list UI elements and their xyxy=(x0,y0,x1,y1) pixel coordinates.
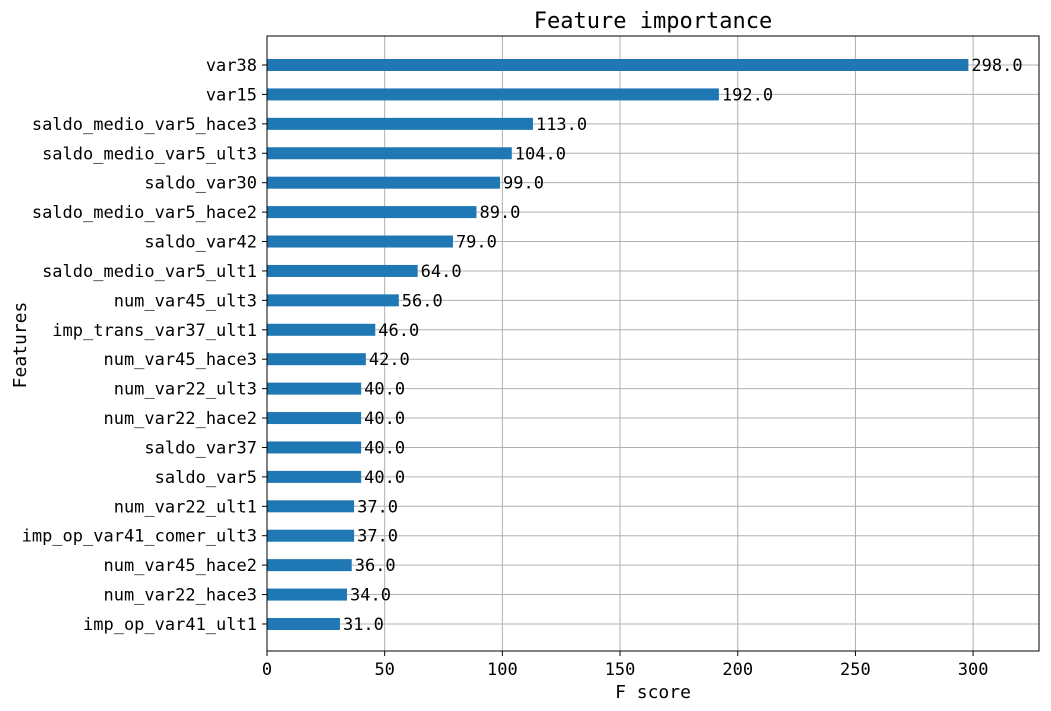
y-tick-label: saldo_var30 xyxy=(144,174,257,194)
y-tick-label: num_var45_hace2 xyxy=(103,556,257,576)
bar-value-label: 89.0 xyxy=(479,203,520,223)
y-tick-label: imp_trans_var37_ult1 xyxy=(52,321,257,341)
y-tick-label: num_var22_hace3 xyxy=(103,586,257,606)
y-axis-ticks: var38 var15 saldo_medio_var5_hace3 saldo_me… xyxy=(22,56,267,635)
bar-value-label: 40.0 xyxy=(364,380,405,400)
bar-value-label: 36.0 xyxy=(355,556,396,576)
bar xyxy=(267,412,362,425)
bar xyxy=(267,264,418,277)
y-tick-label: saldo_medio_var5_ult3 xyxy=(42,144,257,164)
bar xyxy=(267,117,533,130)
bar xyxy=(267,382,362,395)
bar xyxy=(267,206,477,219)
bar-value-label: 104.0 xyxy=(515,144,566,164)
x-tick-label: 250 xyxy=(840,660,871,680)
y-tick-label: saldo_var37 xyxy=(144,438,257,458)
bar-value-label: 40.0 xyxy=(364,438,405,458)
bar-value-label: 64.0 xyxy=(421,262,462,282)
y-tick-label: saldo_medio_var5_hace3 xyxy=(32,115,257,135)
bar xyxy=(267,559,352,572)
y-tick-label: saldo_var42 xyxy=(144,233,257,253)
bar xyxy=(267,353,366,366)
bar-value-label: 37.0 xyxy=(357,527,398,547)
y-tick-label: num_var22_hace2 xyxy=(103,409,257,429)
y-tick-label: saldo_var5 xyxy=(155,468,257,488)
bar xyxy=(267,529,355,542)
bar-value-label: 298.0 xyxy=(971,56,1022,76)
bar xyxy=(267,88,719,101)
x-axis-ticks: 0 50 100 150 200 250 300 xyxy=(262,651,989,680)
x-tick-label: 200 xyxy=(722,660,753,680)
bar xyxy=(267,59,969,71)
bar xyxy=(267,500,355,513)
bar xyxy=(267,147,512,160)
bar-value-label: 40.0 xyxy=(364,409,405,429)
bar xyxy=(267,235,453,248)
bar xyxy=(267,323,376,336)
bar-value-label: 37.0 xyxy=(357,497,398,517)
bar-value-label: 79.0 xyxy=(456,233,497,253)
bar-value-label: 46.0 xyxy=(378,321,419,341)
y-tick-label: var38 xyxy=(206,56,257,76)
chart-title: Feature importance xyxy=(534,9,772,34)
bar-value-label: 40.0 xyxy=(364,468,405,488)
y-tick-label: saldo_medio_var5_ult1 xyxy=(42,262,257,282)
x-tick-label: 0 xyxy=(262,660,272,680)
bar xyxy=(267,588,348,601)
plot-frame xyxy=(266,35,1040,652)
bar xyxy=(267,617,340,630)
x-tick-label: 150 xyxy=(605,660,636,680)
x-axis-label: F score xyxy=(615,682,691,703)
y-tick-label: num_var45_ult3 xyxy=(114,291,257,311)
bars xyxy=(267,59,969,630)
bar-value-label: 99.0 xyxy=(503,174,544,194)
bar-value-label: 113.0 xyxy=(536,115,587,135)
x-tick-label: 300 xyxy=(958,660,989,680)
y-tick-label: num_var22_ult3 xyxy=(114,380,257,400)
x-tick-label: 50 xyxy=(374,660,394,680)
y-tick-label: imp_op_var41_ult1 xyxy=(83,615,257,635)
bar-value-label: 192.0 xyxy=(722,85,773,105)
bar xyxy=(267,176,501,189)
bar-value-labels: 298.0 192.0 113.0 104.0 99.0 89.0 79.0 64.0 56.0… xyxy=(343,56,1023,635)
y-tick-label: num_var22_ult1 xyxy=(114,497,257,517)
y-tick-label: saldo_medio_var5_hace2 xyxy=(32,203,257,223)
y-tick-label: imp_op_var41_comer_ult3 xyxy=(22,527,257,547)
bar-value-label: 42.0 xyxy=(369,350,410,370)
bar xyxy=(267,294,399,307)
bar-value-label: 34.0 xyxy=(350,586,391,606)
bar-value-label: 31.0 xyxy=(343,615,384,635)
y-tick-label: num_var45_hace3 xyxy=(103,350,257,370)
bar xyxy=(267,470,362,483)
y-tick-label: var15 xyxy=(206,85,257,105)
bar xyxy=(267,441,362,454)
y-axis-label: Features xyxy=(10,302,31,389)
x-tick-label: 100 xyxy=(487,660,518,680)
bar-value-label: 56.0 xyxy=(402,291,443,311)
